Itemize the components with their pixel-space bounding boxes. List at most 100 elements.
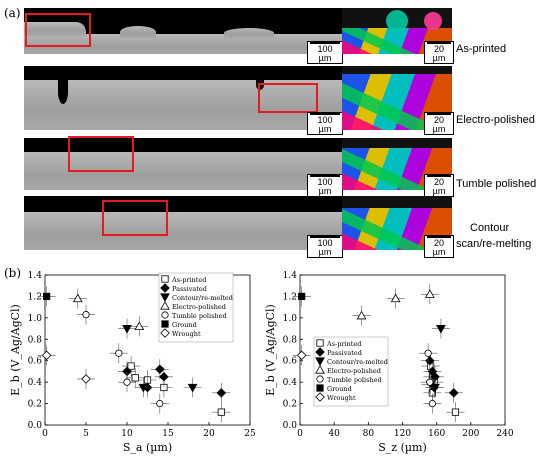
series-tumble-polished bbox=[419, 343, 442, 414]
legend-entry: As-printed bbox=[326, 340, 361, 348]
marker-triangle-down bbox=[187, 383, 198, 393]
legend-box bbox=[158, 272, 234, 343]
marker-circle bbox=[123, 378, 131, 386]
x-tick-label: 120 bbox=[394, 429, 411, 439]
scale-bar-left: 100 µm bbox=[307, 235, 343, 258]
scale-bar-left: 100 µm bbox=[307, 112, 343, 135]
y-tick-label: 0.8 bbox=[283, 335, 298, 345]
legend-entry: As-printed bbox=[171, 276, 206, 284]
marker-circle bbox=[426, 378, 434, 386]
series-as-printed bbox=[421, 356, 465, 423]
legend-entry: Electro-polished bbox=[172, 303, 226, 311]
scale-bar-right: 20 µm bbox=[424, 174, 454, 197]
marker-circle bbox=[115, 349, 123, 357]
marker-diamond bbox=[315, 347, 325, 357]
marker-triangle-up bbox=[390, 293, 401, 303]
marker-triangle-down bbox=[315, 357, 325, 367]
micrograph-contour bbox=[24, 196, 342, 250]
scale-bar-right: 20 µm bbox=[424, 112, 454, 135]
legend-entry: Electro-polished bbox=[327, 367, 381, 375]
marker-square bbox=[217, 408, 225, 416]
marker-circle bbox=[161, 311, 169, 319]
scale-bar-right: 20 µm bbox=[424, 41, 454, 64]
legend-entry: Wrought bbox=[172, 330, 201, 338]
y-tick-label: 1.0 bbox=[28, 314, 43, 324]
series-ground bbox=[37, 286, 56, 307]
legend-entry: Tumble polished bbox=[172, 312, 227, 320]
marker-triangle-up bbox=[424, 289, 435, 298]
series-contour-re-melted bbox=[421, 318, 450, 398]
marker-triangle-up bbox=[356, 310, 367, 320]
x-tick-label: 15 bbox=[162, 429, 174, 439]
legend-box bbox=[313, 336, 389, 407]
marker-square bbox=[131, 374, 139, 382]
marker-circle bbox=[428, 399, 436, 408]
y-tick-label: 0.4 bbox=[28, 378, 43, 388]
legend-entry: Ground bbox=[327, 385, 352, 393]
marker-diamond bbox=[155, 364, 165, 375]
x-tick-label: 80 bbox=[363, 429, 375, 439]
marker-triangle-down bbox=[160, 293, 170, 303]
marker-diamond bbox=[425, 355, 435, 366]
y-axis-label: E_b (V_Ag/AgCl) bbox=[264, 304, 277, 396]
x-tick-label: 40 bbox=[328, 429, 340, 439]
plot-frame bbox=[44, 274, 251, 426]
x-tick-label: 0 bbox=[297, 429, 303, 439]
y-tick-label: 1.2 bbox=[28, 292, 42, 302]
legend: As-printedPassivatedContour/re-meltedEle… bbox=[313, 336, 389, 407]
scale-bar-left: 100 µm bbox=[307, 41, 343, 64]
marker-triangle-down bbox=[436, 324, 446, 334]
condition-label-contour-line2: scan/re-melting bbox=[456, 238, 532, 250]
legend-entry: Tumble polished bbox=[327, 376, 382, 384]
legend-entry: Passivated bbox=[172, 285, 207, 293]
panel-a-label: (a) bbox=[4, 6, 21, 20]
marker-square bbox=[43, 292, 51, 301]
y-tick-label: 0.4 bbox=[283, 378, 298, 388]
y-tick-label: 1.4 bbox=[28, 271, 43, 281]
marker-circle bbox=[316, 375, 324, 383]
marker-triangle-up bbox=[134, 321, 145, 331]
legend-entry: Wrought bbox=[327, 394, 356, 402]
micrograph-electro-polished bbox=[24, 66, 342, 130]
marker-square bbox=[298, 292, 306, 301]
panel-b-label: (b) bbox=[4, 266, 22, 280]
marker-square bbox=[316, 339, 324, 347]
y-axis-label: E_b (V_Ag/AgCl) bbox=[9, 304, 22, 396]
series-as-printed bbox=[122, 356, 231, 423]
marker-circle bbox=[82, 311, 90, 319]
marker-triangle-up bbox=[72, 293, 83, 303]
condition-label-contour: Contour bbox=[470, 222, 510, 234]
x-tick-label: 160 bbox=[428, 429, 445, 439]
legend: As-printedPassivatedContour/re-meltedEle… bbox=[158, 272, 234, 343]
x-tick-label: 25 bbox=[244, 429, 256, 439]
red-roi-box bbox=[68, 136, 134, 172]
marker-square bbox=[161, 320, 169, 328]
marker-diamond bbox=[160, 328, 170, 338]
x-tick-label: 20 bbox=[203, 429, 215, 439]
y-tick-label: 0.6 bbox=[28, 357, 43, 367]
series-wrought bbox=[37, 345, 95, 389]
red-roi-box bbox=[258, 83, 318, 113]
legend-entry: Contour/re-melted bbox=[327, 358, 388, 366]
series-ground bbox=[292, 286, 311, 307]
marker-circle bbox=[156, 399, 164, 408]
y-tick-label: 0.8 bbox=[28, 335, 43, 345]
marker-square bbox=[316, 384, 324, 392]
marker-triangle-down bbox=[430, 383, 440, 393]
y-tick-label: 0.0 bbox=[283, 421, 298, 431]
marker-triangle-down bbox=[122, 324, 132, 334]
marker-diamond bbox=[448, 388, 459, 398]
marker-diamond bbox=[296, 350, 307, 361]
legend-entry: Passivated bbox=[327, 349, 362, 357]
marker-diamond bbox=[159, 372, 169, 382]
y-tick-label: 1.2 bbox=[283, 292, 297, 302]
condition-label-as-printed: As-printed bbox=[456, 43, 507, 55]
y-tick-label: 1.0 bbox=[283, 314, 298, 324]
x-tick-label: 240 bbox=[496, 429, 513, 439]
scale-bar-right: 20 µm bbox=[424, 235, 454, 258]
x-axis-label: S_a (µm) bbox=[123, 441, 172, 454]
marker-diamond bbox=[81, 374, 91, 384]
micrograph-tumble-polished bbox=[24, 138, 342, 190]
legend-entry: Contour/re-melted bbox=[172, 294, 233, 302]
series-contour-re-melted bbox=[118, 318, 202, 398]
